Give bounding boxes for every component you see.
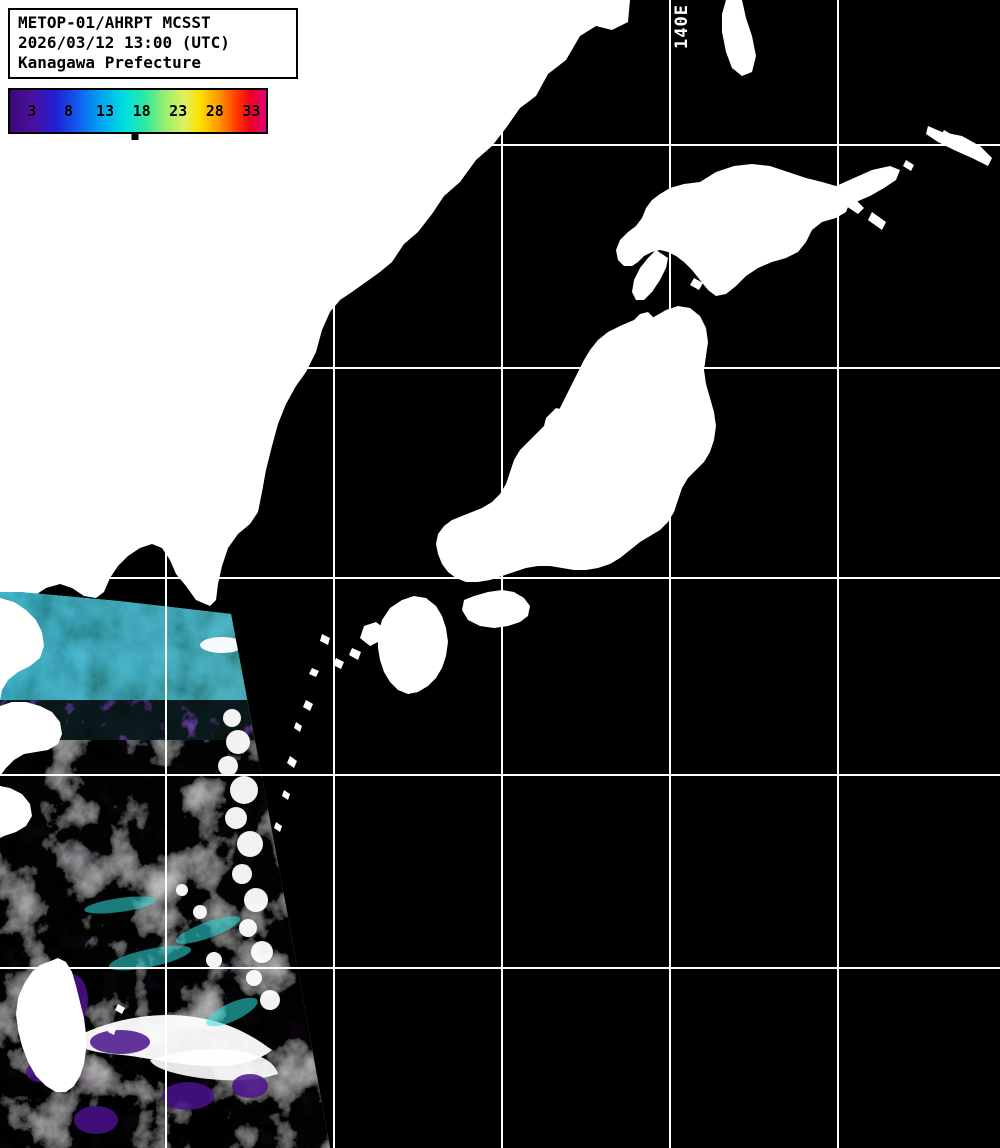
land-islet	[690, 278, 703, 290]
colorbar-tick-18: 18	[132, 102, 151, 120]
sst-cloud-blobs	[176, 637, 280, 1010]
colorbar-gradient	[10, 90, 266, 132]
title-region: Kanagawa Prefecture	[18, 53, 202, 72]
longitude-label-140e: 140E	[672, 4, 692, 49]
land-sado	[572, 386, 596, 408]
colorbar-tick-13: 13	[96, 102, 115, 120]
land-islet	[349, 648, 361, 660]
land-sakhalin	[722, 0, 756, 76]
title-datetime: 2026/03/12 13:00 (UTC)	[18, 33, 230, 52]
land-china-coast	[0, 598, 44, 700]
land-islet	[288, 186, 296, 198]
land-kuril	[868, 212, 886, 230]
land-islet	[940, 130, 954, 143]
land-islet	[320, 634, 330, 645]
land-islet	[134, 284, 143, 292]
colorbar-tick-3: 3	[27, 102, 37, 120]
land-islet	[333, 658, 344, 669]
title-info-box: METOP-01/AHRPT MCSST 2026/03/12 13:00 (U…	[8, 8, 298, 79]
land-islet	[401, 140, 416, 153]
land-islet	[602, 396, 610, 405]
land-islet	[309, 668, 319, 677]
land-islet-ryukyu	[287, 756, 297, 768]
land-china-coast-south	[0, 702, 62, 776]
land-hokkaido-peninsula	[836, 166, 900, 204]
colorbar-tick-33: 33	[242, 102, 261, 120]
colorbar-tick-labels: 3 8 13 18 23 28 33	[10, 90, 266, 132]
land-honshu-noto	[544, 408, 564, 430]
land-islet	[697, 252, 708, 263]
land-islet	[149, 187, 155, 193]
land-islet-group-taiwan	[108, 1004, 125, 1035]
land-hokkaido-southwest	[632, 250, 668, 300]
land-asian-mainland	[0, 0, 630, 608]
land-islet	[219, 210, 225, 217]
land-islet	[396, 113, 428, 141]
land-islet-ryukyu	[274, 822, 282, 832]
sst-cool-streaks	[84, 896, 258, 1027]
colorbar-tick-8: 8	[64, 102, 74, 120]
land-islet	[138, 258, 146, 266]
title-sensor: METOP-01/AHRPT MCSST	[18, 13, 211, 32]
latitude-label-40n: 40N	[2, 350, 33, 370]
colorbar-notch-marker	[131, 134, 139, 140]
colorbar-tick-23: 23	[169, 102, 188, 120]
sst-cloud-band	[150, 1049, 278, 1081]
sst-colorbar: 3 8 13 18 23 28 33	[8, 88, 268, 134]
land-islet	[18, 241, 22, 245]
land-honshu	[436, 306, 716, 582]
land-islet	[235, 206, 243, 215]
land-islet	[165, 340, 177, 349]
land-hokkaido	[616, 164, 850, 296]
land-islet-ryukyu	[282, 790, 290, 800]
land-kyushu-west	[360, 622, 384, 646]
land-islet	[633, 372, 643, 382]
land-islet-ryukyu	[303, 700, 313, 711]
land-islet	[903, 160, 914, 171]
colorbar-tick-28: 28	[205, 102, 224, 120]
land-honshu-north-tip	[630, 312, 658, 346]
land-kyushu	[378, 596, 448, 694]
land-islet-ryukyu	[294, 722, 302, 732]
land-shikoku	[462, 590, 530, 628]
land-china-bay	[0, 786, 32, 838]
land-taiwan	[16, 958, 86, 1092]
land-layer	[0, 0, 992, 884]
